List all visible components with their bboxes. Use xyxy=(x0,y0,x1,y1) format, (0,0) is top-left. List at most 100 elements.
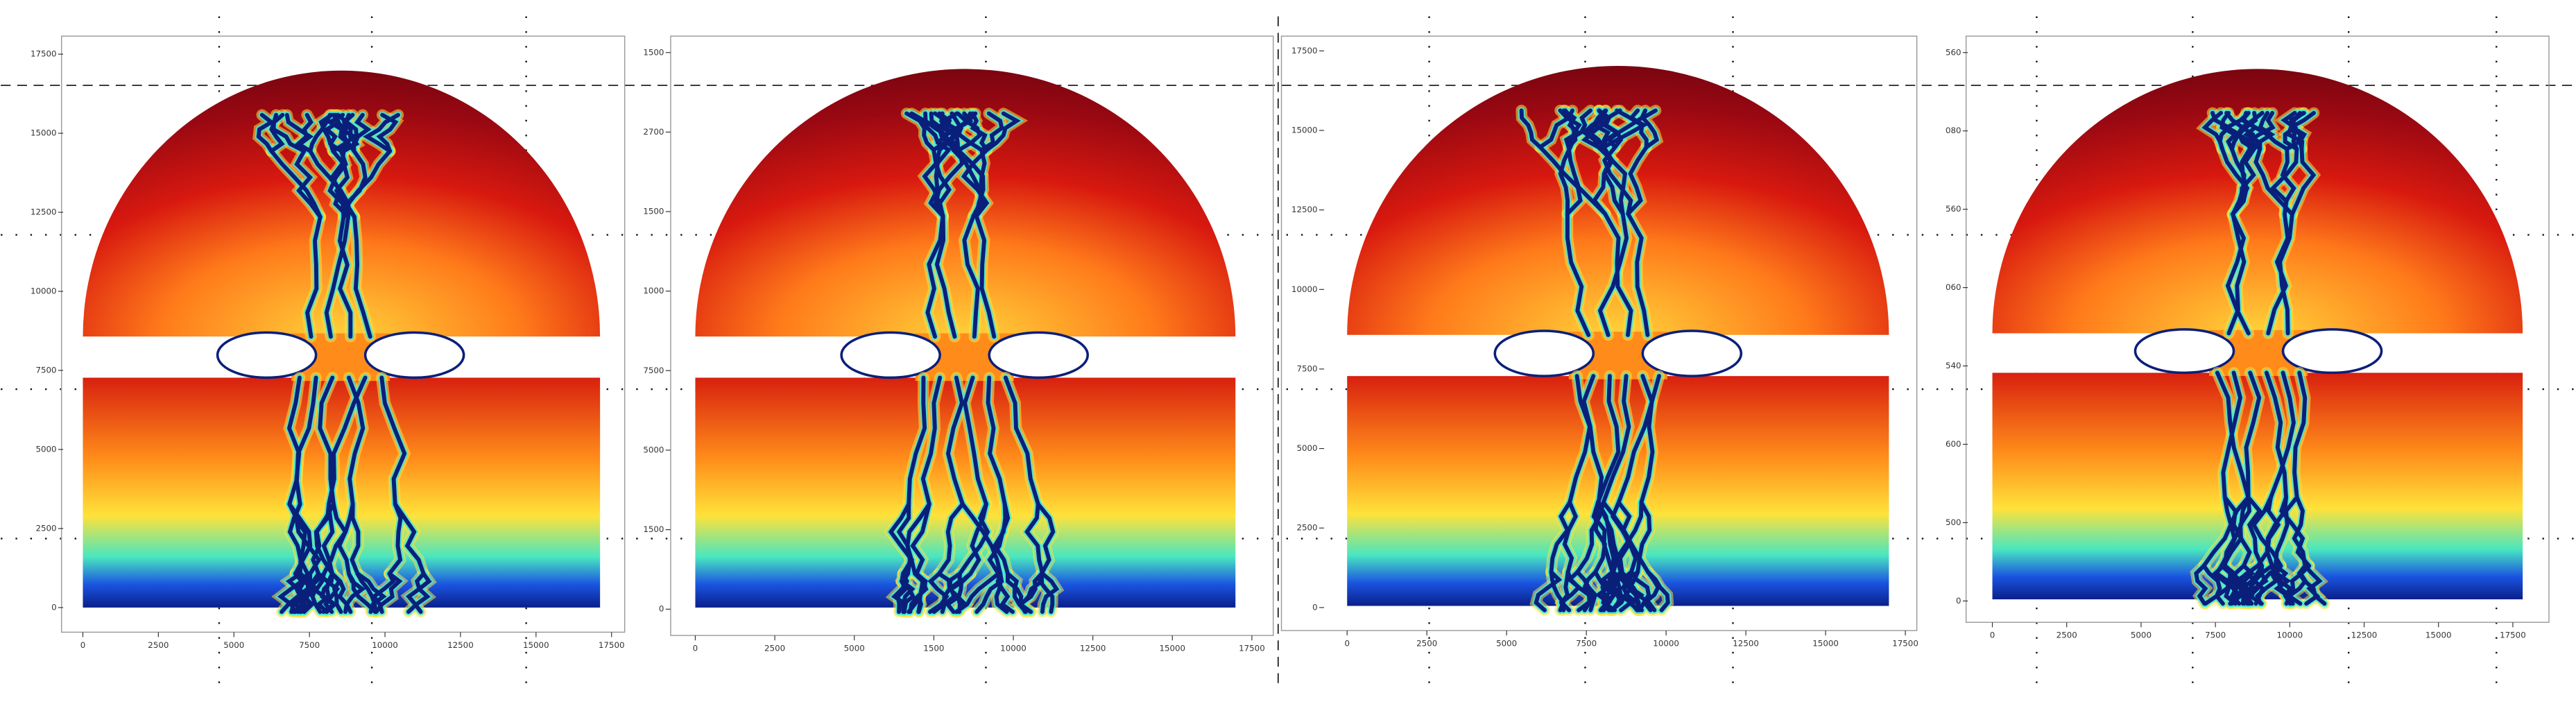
channel xyxy=(2253,146,2294,216)
channel xyxy=(974,214,997,339)
channel xyxy=(928,148,951,219)
channel xyxy=(327,148,348,219)
x-tick-label: 2500 xyxy=(2056,631,2077,640)
channel xyxy=(910,502,931,576)
channel xyxy=(1639,108,1660,150)
x-tick-label: 2500 xyxy=(1416,638,1437,648)
channel xyxy=(1618,569,1641,613)
x-tick-label: 10000 xyxy=(1653,638,1679,648)
channel xyxy=(1603,212,1633,337)
channel xyxy=(2242,563,2274,606)
channel xyxy=(1559,569,1582,613)
channel xyxy=(937,111,961,153)
slot-tip xyxy=(216,331,318,379)
dome-field xyxy=(695,69,1236,337)
channel xyxy=(1591,500,1615,574)
channel xyxy=(956,148,986,219)
channel xyxy=(2201,110,2224,151)
slot-tip xyxy=(2281,328,2383,375)
channel xyxy=(287,502,313,576)
y-tick-label: 2500 xyxy=(1297,523,1318,533)
channel xyxy=(1577,569,1598,613)
channel xyxy=(891,572,909,614)
channel xyxy=(406,572,432,614)
channel xyxy=(1595,569,1624,613)
channel xyxy=(954,572,1001,614)
channel xyxy=(2222,495,2252,568)
slot-tip xyxy=(988,331,1089,379)
plot-frame xyxy=(60,35,626,633)
channel xyxy=(256,112,275,153)
y-tick-label: 10000 xyxy=(31,286,57,296)
channel xyxy=(2255,563,2279,606)
channel xyxy=(314,502,335,576)
channel xyxy=(1602,108,1648,150)
y-tick-label: 500 xyxy=(1946,517,1961,527)
channel xyxy=(1602,145,1633,216)
x-tick-label: 12500 xyxy=(2351,631,2378,640)
channel xyxy=(337,214,353,339)
channel xyxy=(2244,370,2262,499)
x-tick-label: 1500 xyxy=(923,644,944,653)
channel xyxy=(986,375,1007,506)
y-tick-label: 15000 xyxy=(31,128,57,138)
y-tick-label: 1000 xyxy=(643,286,664,295)
channel xyxy=(1562,500,1578,574)
channel xyxy=(287,375,318,506)
x-tick-label: 17500 xyxy=(599,640,625,650)
channel xyxy=(2269,370,2296,499)
channel xyxy=(2225,212,2251,336)
x-tick-label: 0 xyxy=(1990,631,1995,640)
x-tick-label: 2500 xyxy=(148,640,169,650)
channel xyxy=(2278,212,2294,336)
channel xyxy=(1615,108,1649,150)
x-tick-label: 17500 xyxy=(1892,638,1918,648)
channel xyxy=(1538,145,1583,216)
y-tick-label: 0 xyxy=(1956,596,1961,606)
y-tick-label: 060 xyxy=(1946,282,1961,292)
y-tick-label: 17500 xyxy=(1291,46,1318,55)
channel xyxy=(2201,563,2222,606)
y-tick-label: 5000 xyxy=(1297,443,1318,453)
y-tick-label: 7500 xyxy=(35,365,56,375)
y-tick-label: 0 xyxy=(659,604,664,614)
channel xyxy=(387,502,403,576)
channel xyxy=(922,148,945,219)
channel xyxy=(2201,495,2251,568)
x-tick-label: 12500 xyxy=(447,640,474,650)
y-tick-label: 15000 xyxy=(1291,126,1318,135)
x-tick-label: 7500 xyxy=(1576,638,1597,648)
y-tick-label: 12500 xyxy=(31,207,57,217)
x-tick-label: 7500 xyxy=(299,640,320,650)
x-tick-label: 5000 xyxy=(1496,638,1517,648)
channel xyxy=(1581,374,1604,505)
channel xyxy=(280,572,326,614)
channel xyxy=(960,502,1003,576)
channel xyxy=(2230,146,2252,216)
channel xyxy=(331,148,357,219)
channel xyxy=(1586,108,1608,150)
y-tick-label: 1500 xyxy=(643,524,664,534)
channel xyxy=(2273,563,2293,606)
dome-field xyxy=(1992,69,2523,334)
y-tick-label: 0 xyxy=(51,602,57,612)
slot-tip xyxy=(363,331,465,379)
channel xyxy=(1601,374,1631,505)
channel xyxy=(331,112,358,153)
channel xyxy=(294,148,323,219)
x-tick-label: 15000 xyxy=(2425,631,2452,640)
channel xyxy=(2235,110,2265,151)
plot-frame xyxy=(1965,35,2550,623)
channel xyxy=(2246,495,2264,568)
channel xyxy=(271,112,307,153)
channel xyxy=(1595,374,1621,505)
channel xyxy=(346,572,377,614)
y-tick-label: 1500 xyxy=(643,207,664,216)
x-tick-label: 5000 xyxy=(2131,631,2152,640)
slot-tip xyxy=(1493,329,1595,377)
channel xyxy=(2258,110,2276,151)
channel xyxy=(1003,375,1040,506)
channel xyxy=(318,375,336,506)
channel xyxy=(327,375,368,506)
